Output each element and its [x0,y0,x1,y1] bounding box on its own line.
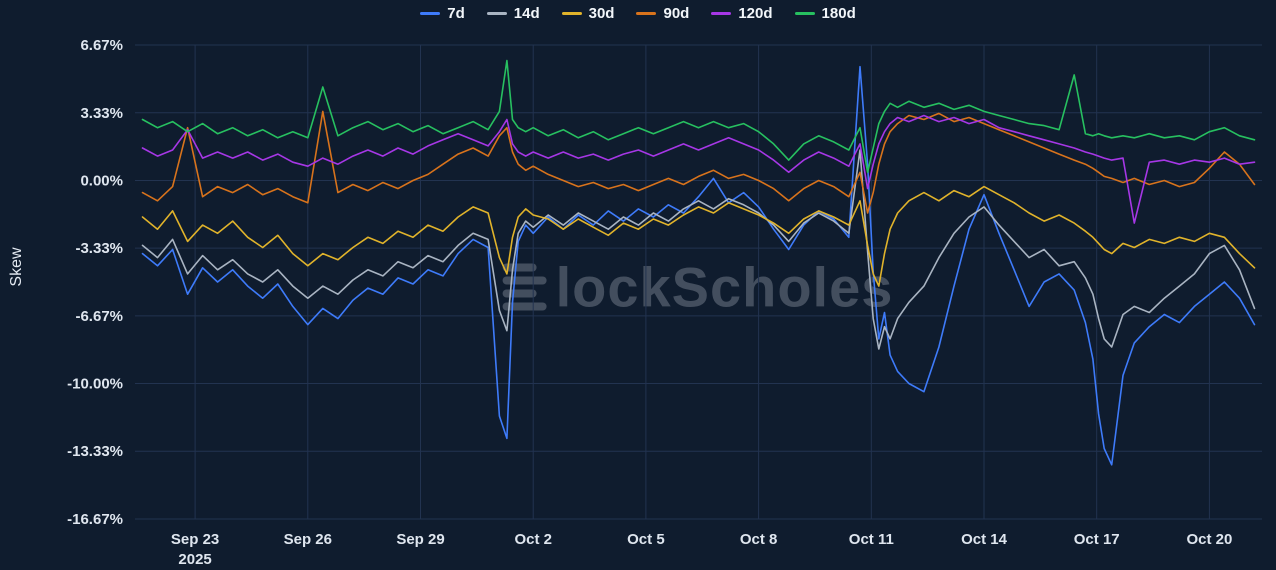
legend-item-120d[interactable]: 120d [711,5,773,22]
x-tick-label: Sep 26 [284,531,332,548]
series-line-120d [141,114,1256,224]
x-tick-label: Oct 14 [961,531,1008,548]
y-tick-label: 0.00% [80,173,123,190]
y-tick-label: 6.67% [80,37,123,54]
x-tick-label: Oct 20 [1186,531,1232,548]
legend-item-7d[interactable]: 7d [420,5,465,22]
y-tick-label: -3.33% [75,240,123,257]
legend-item-30d[interactable]: 30d [561,5,615,22]
legend-label: 180d [821,5,856,22]
blockscholes-logo-icon [502,263,547,311]
legend-label: 7d [447,5,465,22]
x-tick-label: Sep 29 [396,531,444,548]
legend-swatch-7d [420,12,441,15]
legend-swatch-14d [486,12,507,15]
series-line-30d [141,185,1256,287]
legend-label: 14d [513,5,540,22]
chart-legend: 7d 14d 30d 90d 120d 180d [0,5,1276,22]
y-axis-title: Skew [8,247,25,287]
series-line-90d [141,110,1256,214]
watermark-text: lockScholes [555,255,894,319]
legend-swatch-180d [794,12,815,15]
legend-swatch-120d [711,12,732,15]
series-line-14d [141,149,1256,350]
series-line-7d [141,65,1256,466]
legend-swatch-90d [636,12,657,15]
watermark: lockScholes [502,255,894,320]
legend-label: 30d [588,5,615,22]
x-tick-label: Oct 5 [627,531,665,548]
y-tick-label: 3.33% [80,105,123,122]
x-tick-label: Oct 8 [740,531,778,548]
legend-label: 90d [663,5,690,22]
series-line-180d [141,59,1256,174]
legend-item-90d[interactable]: 90d [636,5,689,22]
y-tick-label: -13.33% [67,443,123,460]
legend-item-14d[interactable]: 14d [486,5,540,22]
legend-label: 120d [738,5,773,22]
legend-swatch-30d [561,12,582,15]
x-tick-label: Oct 2 [514,531,552,548]
y-tick-label: -10.00% [67,376,123,393]
y-tick-label: -16.67% [67,511,123,528]
x-tick-label: Oct 11 [849,531,894,548]
x-tick-label: Oct 17 [1074,531,1120,548]
x-tick-sublabel: 2025 [178,551,211,568]
legend-item-180d[interactable]: 180d [794,5,856,22]
y-tick-label: -6.67% [75,308,123,325]
x-tick-label: Sep 23 [171,531,219,548]
